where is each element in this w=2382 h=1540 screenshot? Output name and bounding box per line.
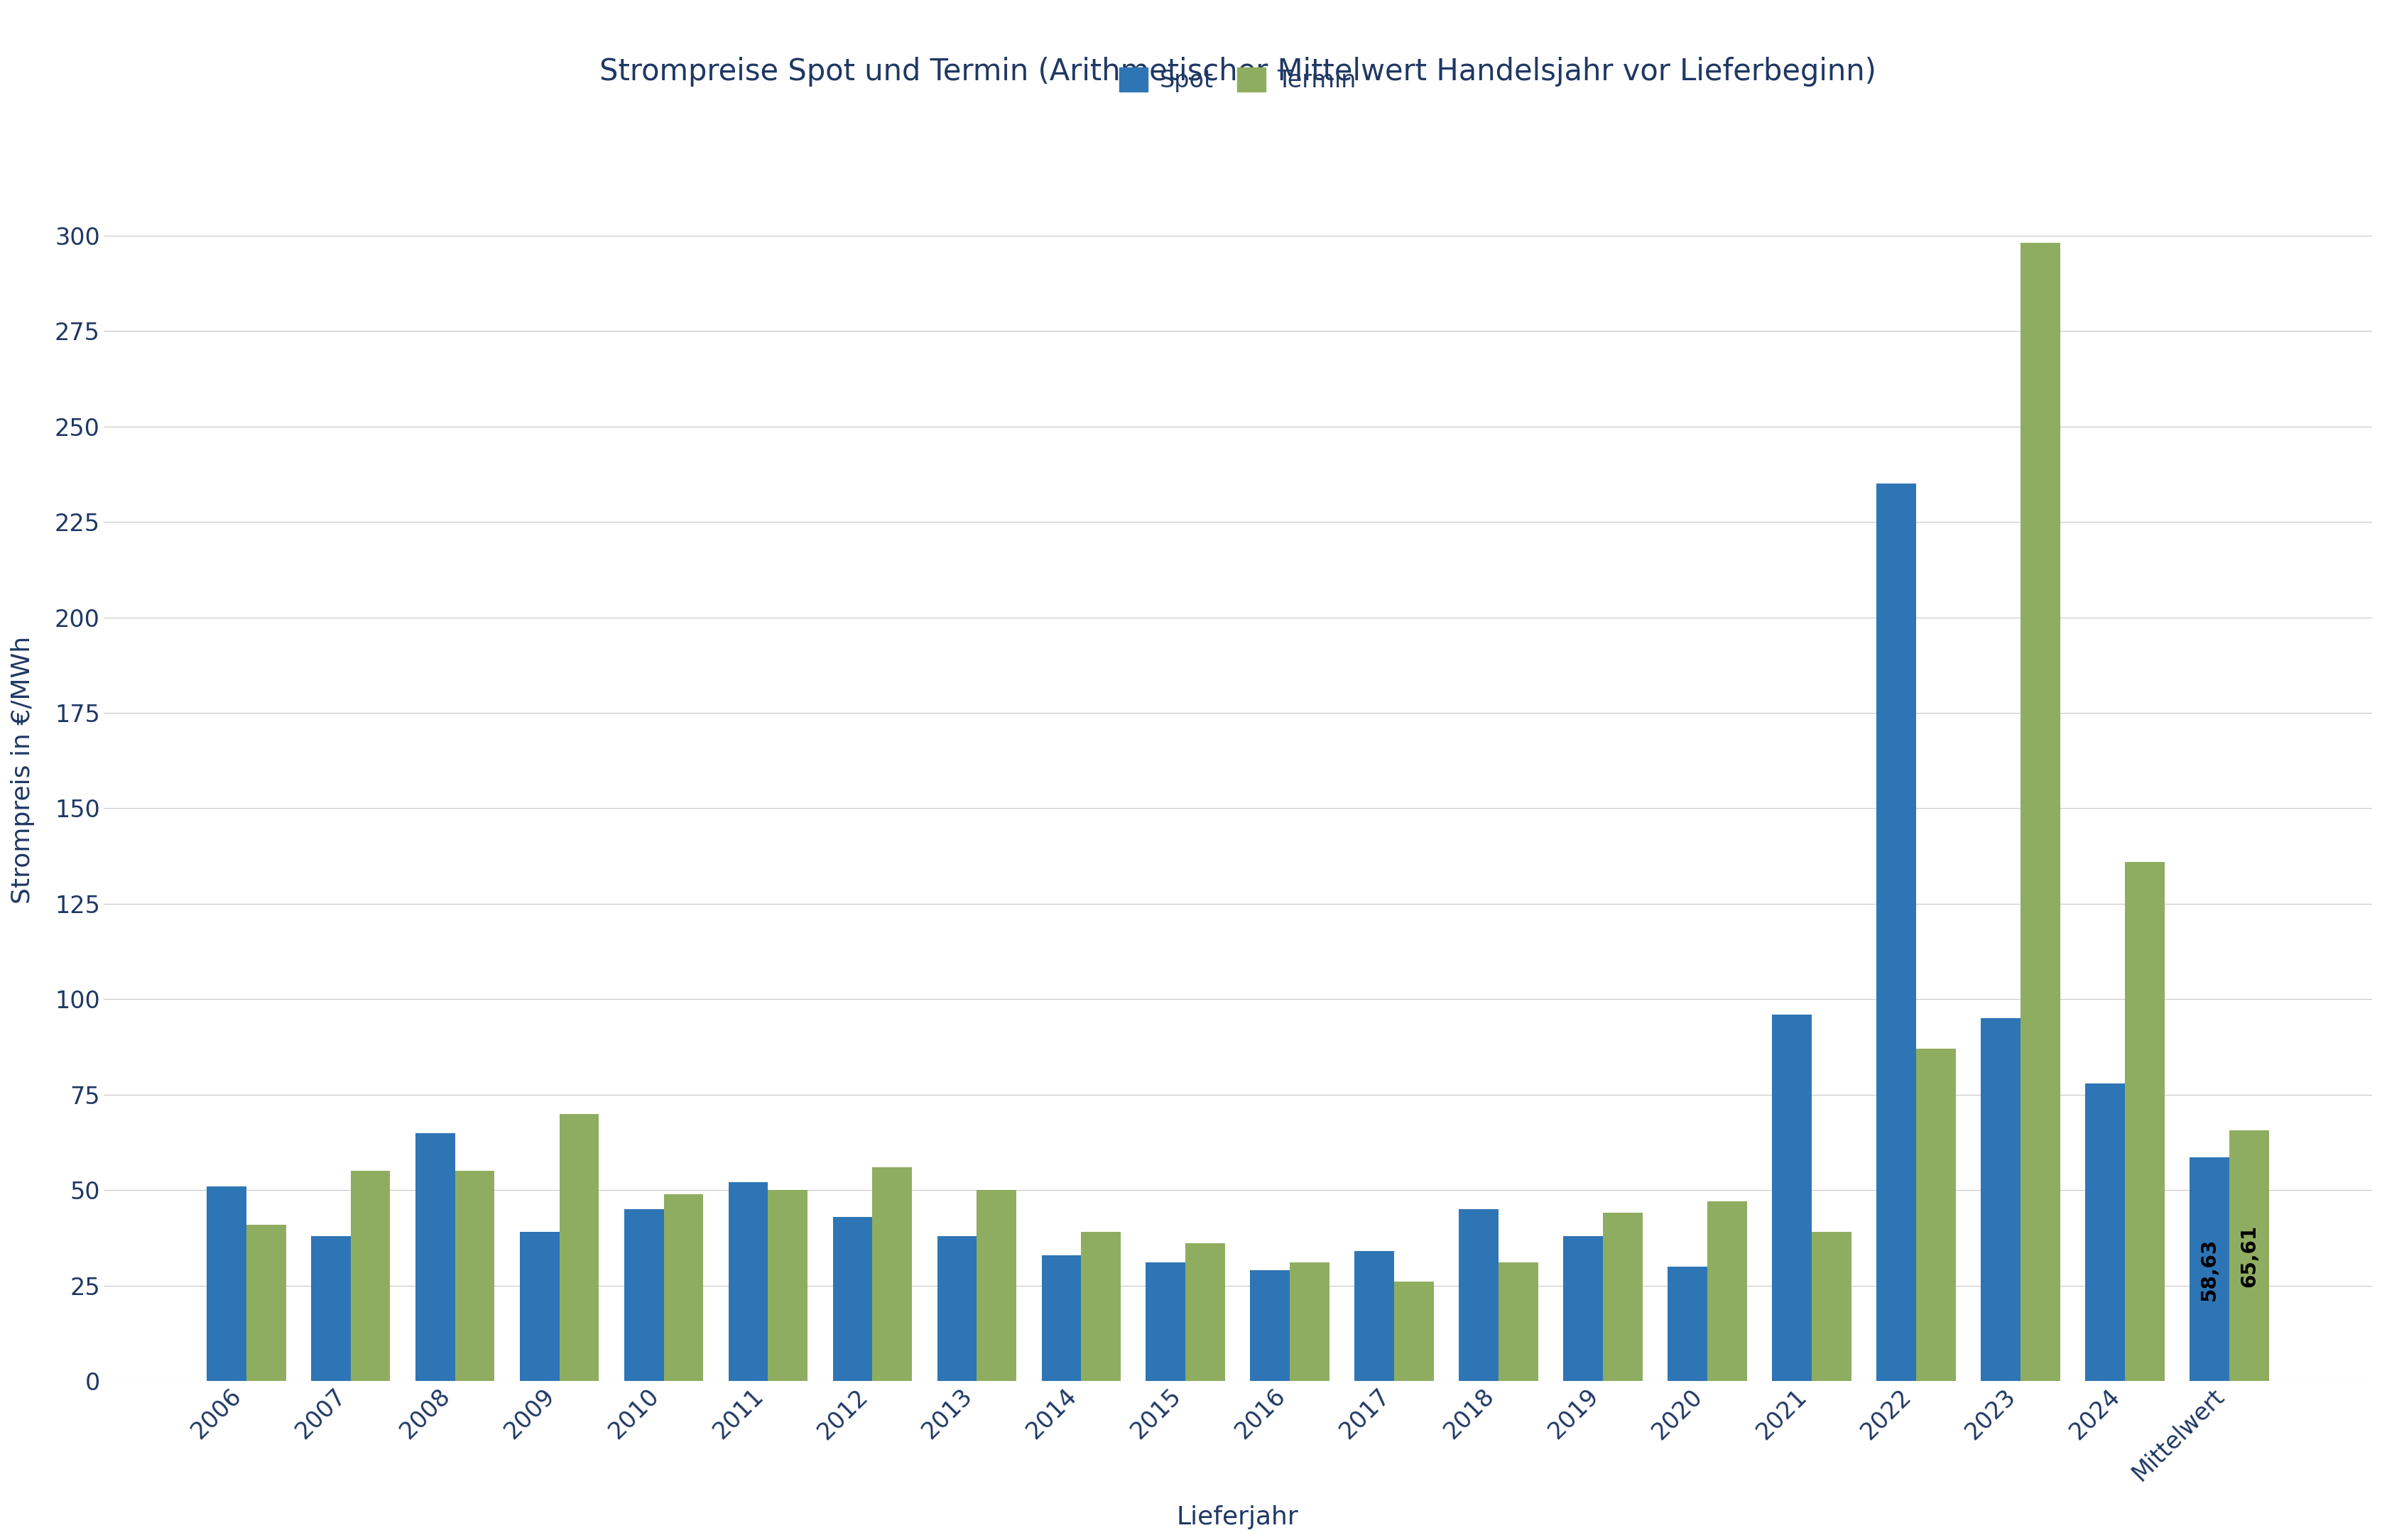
Bar (2125, 862, 2163, 1381)
Bar (834, 1217, 872, 1381)
Bar (1393, 1281, 1434, 1381)
Bar (245, 1224, 286, 1381)
Bar (414, 1133, 455, 1381)
Bar (1186, 1243, 1224, 1381)
Bar (1081, 1232, 1120, 1381)
Bar (1289, 1263, 1329, 1381)
Bar (624, 1209, 665, 1381)
Bar (2020, 243, 2060, 1381)
Bar (767, 1190, 807, 1381)
Bar (1041, 1255, 1081, 1381)
Bar (207, 1186, 245, 1381)
Bar (872, 1167, 912, 1381)
Bar (1458, 1209, 1498, 1381)
Bar (1251, 1270, 1289, 1381)
Bar (1563, 1237, 1603, 1381)
Bar (1355, 1250, 1393, 1381)
Bar (455, 1170, 495, 1381)
Bar (1708, 1201, 1746, 1381)
Bar (729, 1183, 767, 1381)
Bar (1667, 1266, 1708, 1381)
Bar (2230, 1130, 2268, 1381)
Bar (519, 1232, 560, 1381)
Bar (1877, 484, 1915, 1381)
Bar (1498, 1263, 1539, 1381)
Bar (1979, 1018, 2020, 1381)
Legend: Spot, Termin: Spot, Termin (1120, 68, 1355, 92)
Bar (2189, 1157, 2230, 1381)
Bar (665, 1194, 703, 1381)
Bar (1146, 1263, 1186, 1381)
Text: 58,63: 58,63 (2199, 1238, 2218, 1300)
Bar (977, 1190, 1017, 1381)
Text: 65,61: 65,61 (2239, 1224, 2258, 1287)
Bar (1603, 1214, 1641, 1381)
Y-axis label: Strompreis in €/MWh: Strompreis in €/MWh (10, 636, 36, 904)
Bar (560, 1113, 598, 1381)
Bar (1810, 1232, 1851, 1381)
Bar (1915, 1049, 1956, 1381)
Bar (2084, 1083, 2125, 1381)
Bar (1772, 1015, 1810, 1381)
X-axis label: Lieferjahr: Lieferjahr (1177, 1505, 1298, 1529)
Bar (350, 1170, 391, 1381)
Bar (310, 1237, 350, 1381)
Bar (936, 1237, 977, 1381)
Title: Strompreise Spot und Termin (Arithmetischer Mittelwert Handelsjahr vor Lieferbeg: Strompreise Spot und Termin (Arithmetisc… (600, 57, 1875, 86)
